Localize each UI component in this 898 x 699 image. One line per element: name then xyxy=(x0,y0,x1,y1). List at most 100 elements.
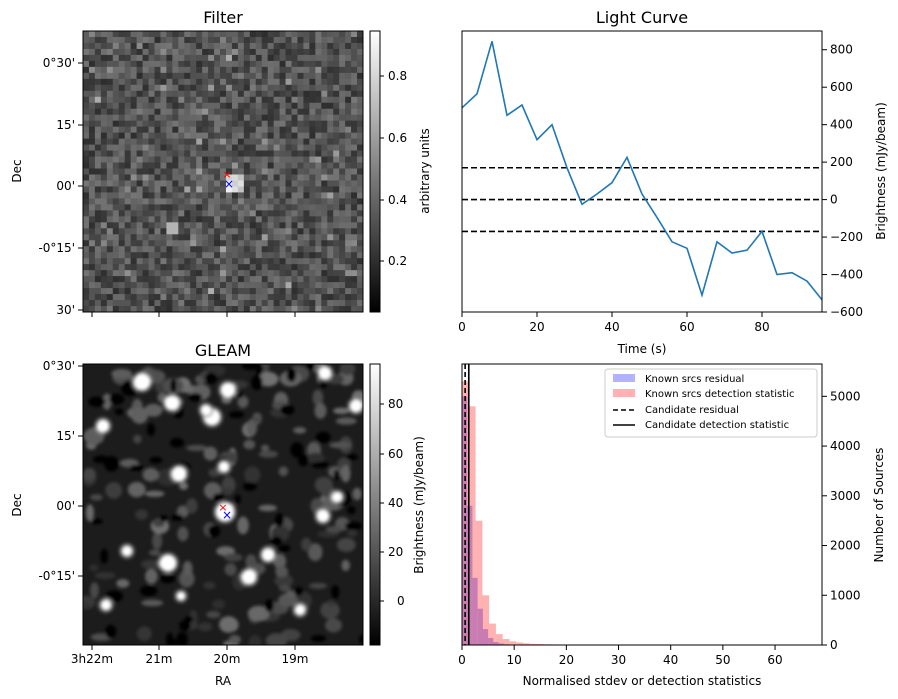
lightcurve-xtick-label: 20 xyxy=(529,320,544,334)
filter-pixel xyxy=(88,31,96,38)
filter-pixel xyxy=(345,108,352,115)
filter-pixel xyxy=(106,132,114,139)
filter-pixel xyxy=(154,240,161,247)
legend-swatch-residual xyxy=(613,374,635,382)
gleam-noise-blob xyxy=(335,417,357,425)
gleam-noise-blob xyxy=(243,439,256,450)
filter-pixel xyxy=(267,234,274,241)
filter-pixel xyxy=(136,216,143,223)
filter-pixel xyxy=(351,108,358,115)
filter-pixel xyxy=(339,246,346,253)
filter-pixel xyxy=(333,252,340,259)
gleam-noise-blob xyxy=(341,559,351,572)
filter-pixel xyxy=(261,138,268,145)
filter-pixel xyxy=(309,258,316,265)
filter-pixel xyxy=(124,192,131,199)
filter-pixel xyxy=(112,234,120,241)
filter-pixel xyxy=(160,204,167,211)
filter-pixel xyxy=(237,288,245,295)
filter-pixel xyxy=(249,31,257,38)
filter-pixel xyxy=(184,186,191,193)
filter-pixel xyxy=(88,48,96,56)
filter-pixel xyxy=(297,216,304,223)
filter-pixel xyxy=(94,138,102,145)
filter-pixel xyxy=(309,306,316,312)
filter-pixel xyxy=(327,72,334,80)
filter-pixel xyxy=(333,42,340,50)
filter-pixel xyxy=(208,174,215,181)
filter-pixel xyxy=(178,54,185,62)
filter-pixel xyxy=(196,180,203,187)
filter-pixel xyxy=(333,108,340,115)
filter-pixel xyxy=(124,276,131,283)
gleam-noise-blob xyxy=(347,529,358,537)
filter-pixel xyxy=(178,246,185,253)
filter-pixel xyxy=(184,114,191,121)
filter-pixel xyxy=(172,210,179,217)
filter-pixel xyxy=(88,234,96,241)
filter-pixel xyxy=(220,120,227,127)
filter-pixel xyxy=(333,84,340,92)
filter-pixel xyxy=(178,216,185,223)
filter-pixel xyxy=(225,42,233,50)
filter-pixel xyxy=(279,84,286,92)
filter-pixel xyxy=(154,132,161,139)
filter-pixel xyxy=(83,96,90,104)
filter-pixel xyxy=(321,294,328,301)
filter-pixel xyxy=(285,228,292,235)
filter-pixel xyxy=(166,198,173,205)
filter-pixel xyxy=(303,168,310,175)
filter-pixel xyxy=(267,90,274,98)
filter-pixel xyxy=(160,144,167,151)
filter-pixel xyxy=(231,252,239,259)
filter-pixel xyxy=(166,66,173,74)
filter-pixel xyxy=(327,228,334,235)
filter-pixel xyxy=(285,120,292,127)
filter-pixel xyxy=(261,174,268,181)
filter-pixel xyxy=(291,216,298,223)
filter-pixel xyxy=(202,240,209,247)
filter-pixel xyxy=(184,96,191,104)
filter-pixel xyxy=(136,120,143,127)
gleam-ytick-label: 15' xyxy=(56,429,75,443)
filter-pixel xyxy=(202,144,209,151)
gleam-xlabel: RA xyxy=(215,674,232,688)
filter-pixel xyxy=(88,216,96,223)
filter-pixel xyxy=(285,222,292,229)
filter-pixel xyxy=(315,78,322,86)
gleam-noise-blob xyxy=(142,467,159,482)
filter-pixel xyxy=(214,174,221,181)
filter-pixel xyxy=(303,102,310,110)
filter-xaxis-ticks xyxy=(91,312,296,317)
histogram-bar xyxy=(523,643,530,645)
filter-pixel xyxy=(94,31,102,38)
filter-pixel xyxy=(333,156,340,163)
filter-pixel xyxy=(243,306,251,312)
filter-pixel xyxy=(279,198,286,205)
filter-pixel xyxy=(279,180,286,187)
filter-pixel xyxy=(231,31,239,38)
filter-pixel xyxy=(178,186,185,193)
filter-pixel xyxy=(231,294,239,301)
filter-pixel xyxy=(106,252,114,259)
filter-pixel xyxy=(148,270,155,277)
filter-pixel xyxy=(225,31,233,38)
filter-pixel xyxy=(172,246,179,253)
filter-pixel xyxy=(309,138,316,145)
filter-pixel xyxy=(297,270,304,277)
gleam-noise-blob xyxy=(144,403,163,417)
histogram-ytick-label: 3000 xyxy=(830,489,861,503)
filter-pixel xyxy=(321,234,328,241)
filter-pixel xyxy=(136,72,143,80)
gleam-noise-blob xyxy=(149,549,161,556)
filter-pixel xyxy=(339,240,346,247)
filter-pixel xyxy=(357,48,363,56)
filter-pixel xyxy=(267,72,274,80)
filter-pixel xyxy=(231,186,239,193)
filter-pixel xyxy=(339,180,346,187)
filter-pixel xyxy=(261,234,268,241)
filter-pixel xyxy=(267,78,274,86)
filter-pixel xyxy=(231,180,239,187)
gleam-noise-blob xyxy=(326,600,336,607)
filter-pixel xyxy=(321,228,328,235)
